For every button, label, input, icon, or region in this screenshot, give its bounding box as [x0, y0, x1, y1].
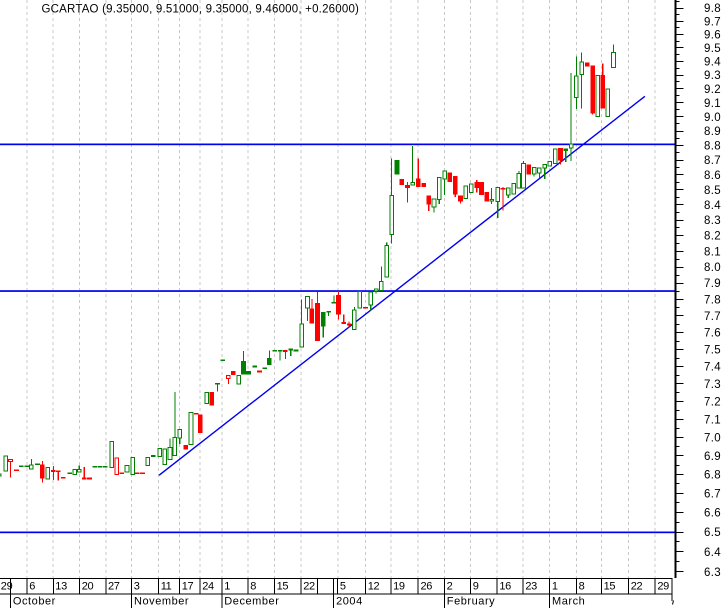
svg-text:December: December [224, 596, 279, 608]
svg-text:9.2: 9.2 [704, 84, 721, 96]
svg-text:8: 8 [579, 581, 585, 593]
svg-text:15: 15 [604, 581, 616, 593]
svg-text:7.2: 7.2 [704, 397, 721, 409]
svg-text:3: 3 [134, 581, 140, 593]
svg-text:GCARTAO (9.35000, 9.51000, 9.3: GCARTAO (9.35000, 9.51000, 9.35000, 9.46… [42, 4, 360, 16]
svg-text:2: 2 [447, 581, 453, 593]
svg-text:9.8: 9.8 [704, 3, 721, 15]
svg-text:8: 8 [250, 581, 256, 593]
svg-text:6: 6 [29, 581, 35, 593]
svg-text:8.3: 8.3 [704, 215, 721, 227]
svg-text:26: 26 [421, 581, 433, 593]
svg-text:1: 1 [224, 581, 230, 593]
svg-text:8.8: 8.8 [704, 141, 721, 153]
svg-text:7.7: 7.7 [704, 311, 721, 323]
svg-text:7.0: 7.0 [704, 433, 721, 445]
svg-text:7.1: 7.1 [704, 414, 721, 426]
svg-text:6.3: 6.3 [704, 567, 721, 579]
svg-text:8.5: 8.5 [704, 185, 721, 197]
svg-text:9.4: 9.4 [704, 56, 721, 68]
svg-text:February: February [447, 596, 495, 608]
svg-text:8.4: 8.4 [704, 200, 721, 212]
svg-text:7.5: 7.5 [704, 345, 721, 357]
svg-text:9.3: 9.3 [704, 70, 721, 82]
svg-text:11: 11 [161, 581, 172, 593]
svg-text:7.3: 7.3 [704, 379, 721, 391]
svg-text:9.6: 9.6 [704, 30, 721, 42]
svg-text:27: 27 [108, 581, 120, 593]
svg-text:16: 16 [499, 581, 511, 593]
svg-text:9.5: 9.5 [704, 43, 721, 55]
svg-text:8.9: 8.9 [704, 126, 721, 138]
svg-text:22: 22 [303, 581, 315, 593]
svg-text:9: 9 [473, 581, 479, 593]
svg-text:17: 17 [182, 581, 194, 593]
svg-text:7.8: 7.8 [704, 294, 721, 306]
svg-text:8.7: 8.7 [704, 155, 721, 167]
svg-text:12: 12 [368, 581, 380, 593]
svg-text:7.9: 7.9 [704, 278, 721, 290]
svg-text:8.6: 8.6 [704, 170, 721, 182]
svg-text:22: 22 [631, 581, 643, 593]
svg-text:9.0: 9.0 [704, 112, 721, 124]
svg-text:6.9: 6.9 [704, 451, 721, 463]
svg-text:6.5: 6.5 [704, 527, 721, 539]
svg-text:9.7: 9.7 [704, 16, 721, 28]
svg-text:6.6: 6.6 [704, 508, 721, 520]
svg-text:6.4: 6.4 [704, 547, 721, 559]
svg-text:6.7: 6.7 [704, 488, 721, 500]
svg-text:October: October [13, 596, 56, 608]
svg-text:1: 1 [552, 581, 558, 593]
svg-text:8.2: 8.2 [704, 231, 721, 243]
svg-text:6.8: 6.8 [704, 470, 721, 482]
svg-text:5: 5 [340, 581, 346, 593]
svg-text:24: 24 [202, 581, 214, 593]
svg-text:7.4: 7.4 [704, 362, 721, 374]
svg-text:2004: 2004 [336, 596, 363, 608]
svg-text:8.0: 8.0 [704, 262, 721, 274]
svg-text:15: 15 [277, 581, 289, 593]
svg-text:29: 29 [657, 581, 669, 593]
svg-text:November: November [134, 596, 189, 608]
svg-text:20: 20 [82, 581, 94, 593]
svg-text:7.6: 7.6 [704, 328, 721, 340]
svg-text:23: 23 [525, 581, 537, 593]
svg-text:March: March [552, 596, 585, 608]
svg-text:9.1: 9.1 [704, 98, 721, 110]
svg-text:29: 29 [1, 581, 13, 593]
svg-text:8.1: 8.1 [704, 246, 721, 258]
svg-text:13: 13 [55, 581, 67, 593]
svg-text:19: 19 [393, 581, 405, 593]
